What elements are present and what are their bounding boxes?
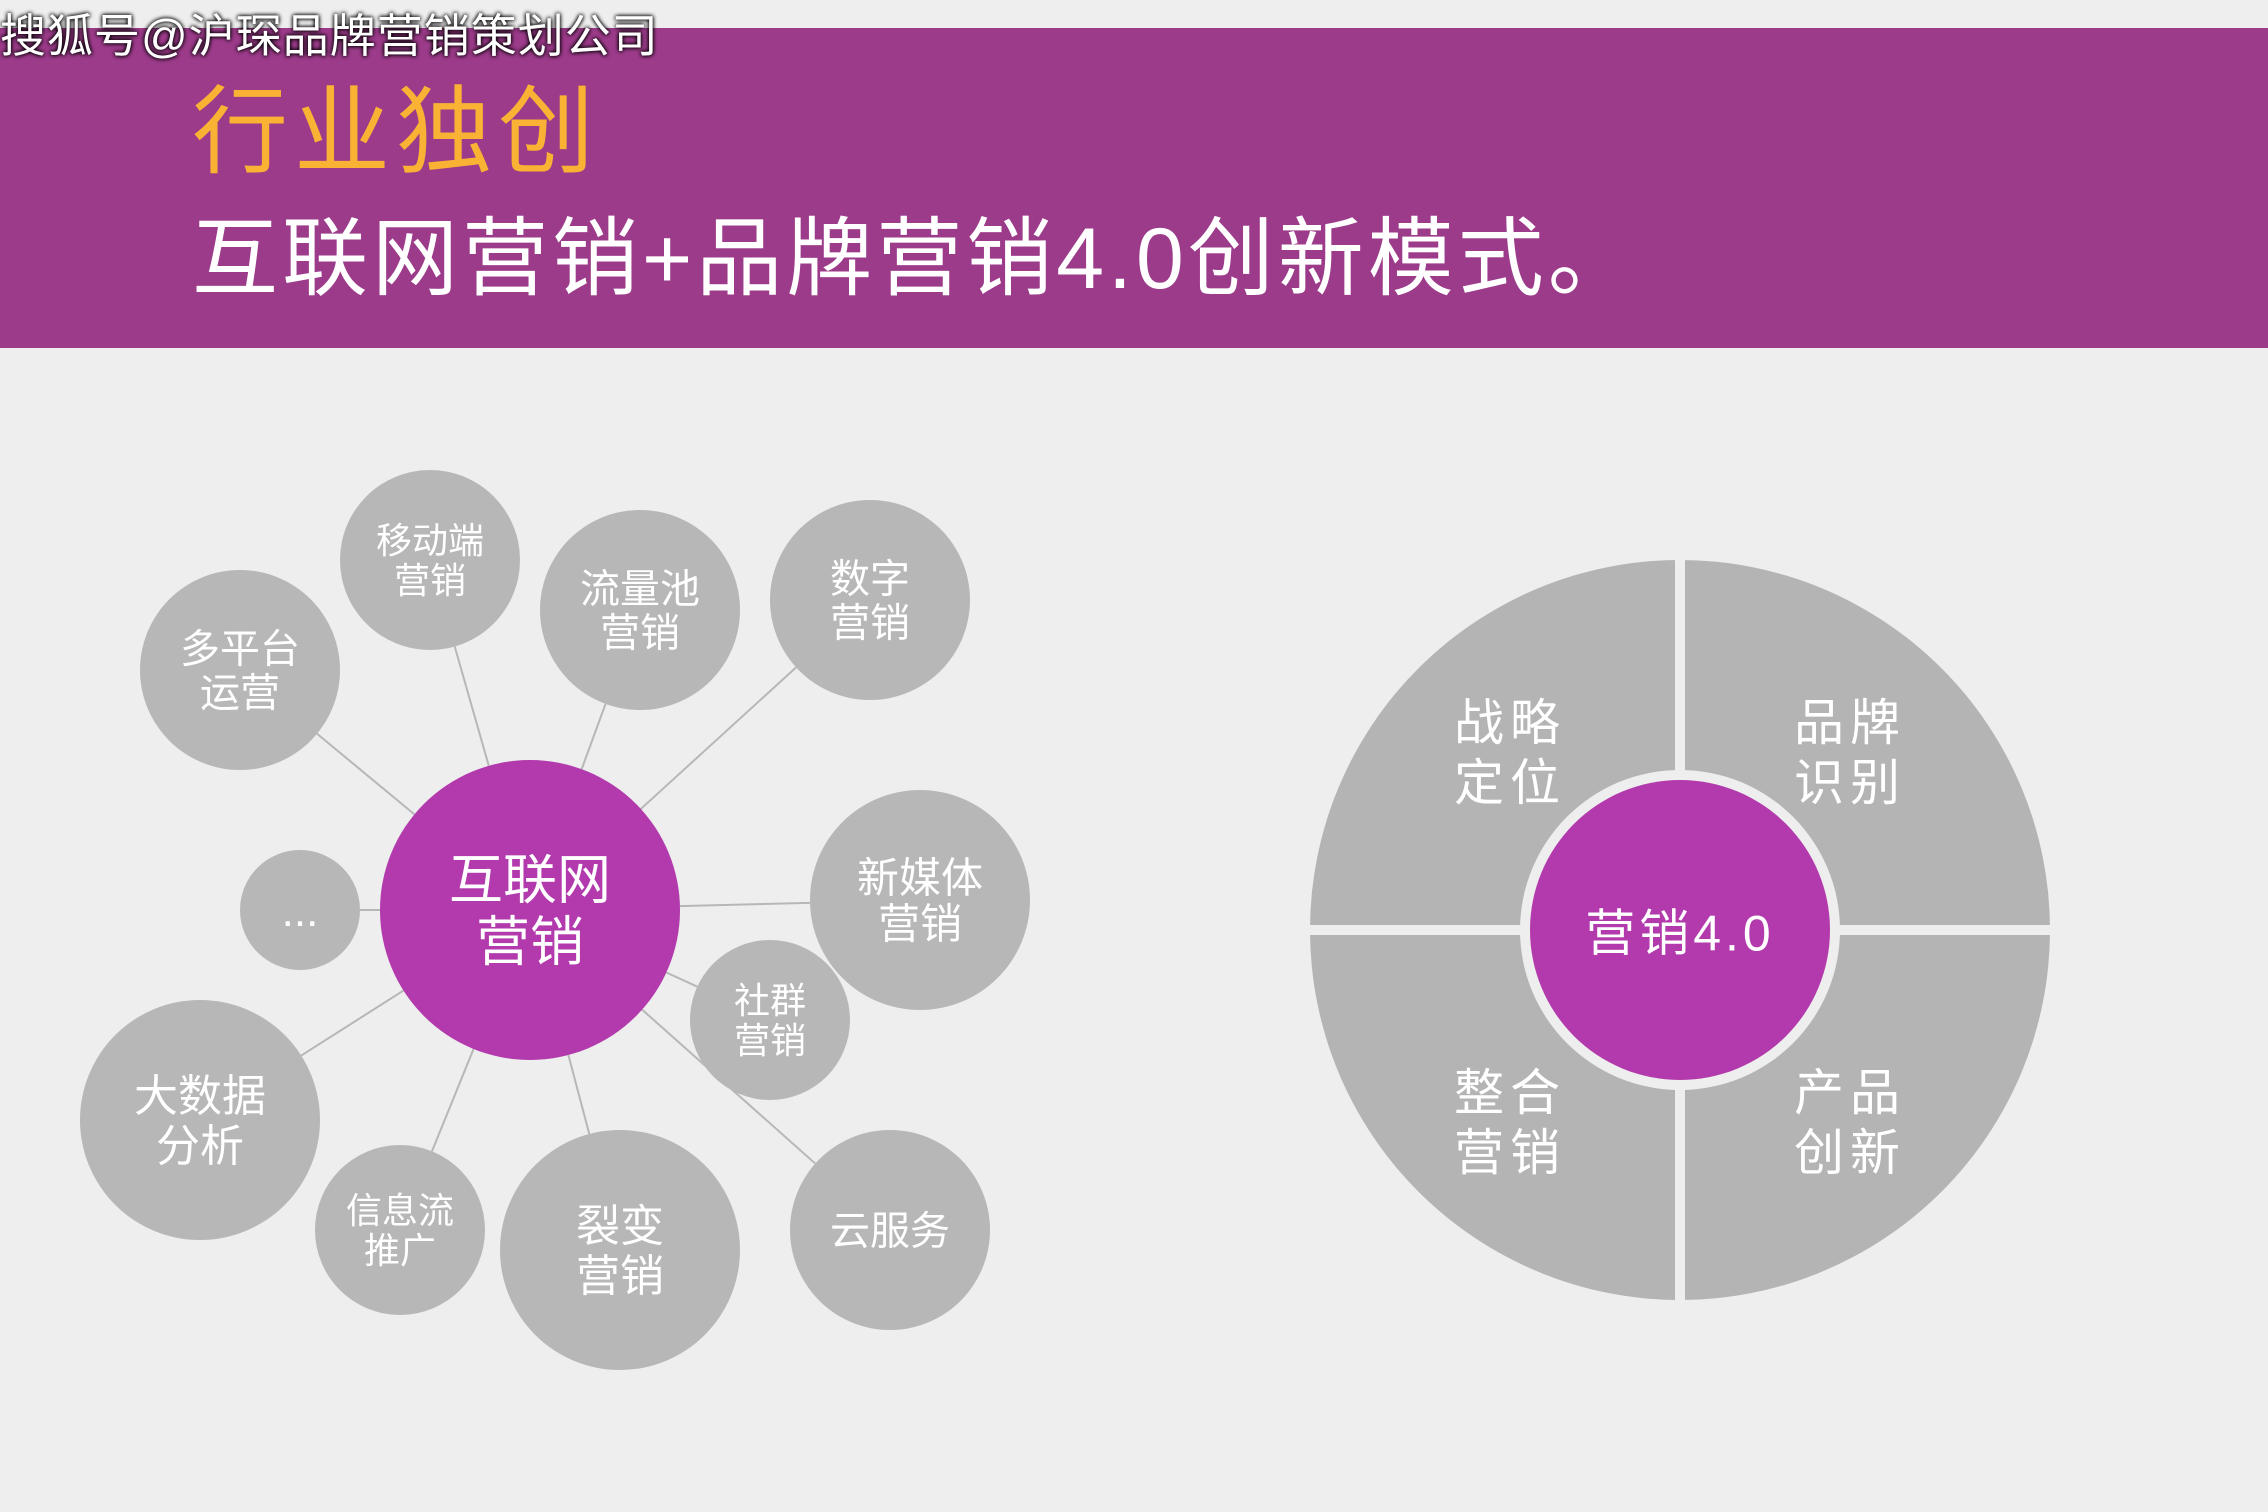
header-title-line2: 互联网营销+品牌营销4.0创新模式。 [192,188,1638,313]
svg-text:移动端: 移动端 [376,520,484,561]
svg-text:定位: 定位 [1454,755,1566,811]
svg-text:社群: 社群 [734,980,806,1021]
bubble-node: 社群营销 [690,940,850,1100]
svg-text:营销: 营销 [576,1252,664,1301]
header-title-line1: 行业独创 [192,54,600,193]
svg-text:战略: 战略 [1454,695,1566,751]
bubble-node: 互联网营销 [380,760,680,1060]
svg-text:品牌: 品牌 [1794,695,1906,751]
svg-text:运营: 运营 [200,672,280,716]
svg-text:数字: 数字 [830,558,910,602]
bubble-node: 多平台运营 [140,570,340,770]
bubble-node: 数字营销 [770,500,970,700]
svg-text:营销4.0: 营销4.0 [1585,906,1775,962]
bubble-node: 流量池营销 [540,510,740,710]
svg-text:...: ... [282,887,319,936]
svg-text:整合: 整合 [1454,1065,1566,1121]
bubble-node: ... [240,850,360,970]
svg-text:大数据: 大数据 [134,1072,266,1121]
svg-text:营销: 营销 [830,602,910,646]
svg-text:创新: 创新 [1794,1125,1906,1181]
wheel-diagram: 营销4.0 战略定位 品牌识别产品创新 整合营销 [1180,430,2180,1430]
svg-text:信息流: 信息流 [346,1190,454,1231]
svg-text:裂变: 裂变 [576,1202,664,1251]
svg-text:营销: 营销 [600,612,680,656]
svg-text:流量池: 流量池 [580,568,700,612]
svg-text:营销: 营销 [1454,1125,1566,1181]
bubble-node: 裂变营销 [500,1130,740,1370]
svg-text:营销: 营销 [476,913,584,973]
svg-text:营销: 营销 [878,900,962,947]
bubble-diagram: 移动端营销流量池营销数字营销多平台运营新媒体营销...社群营销大数据分析信息流推… [0,380,1100,1480]
svg-text:多平台: 多平台 [180,628,300,672]
svg-text:分析: 分析 [156,1122,244,1171]
svg-text:推广: 推广 [364,1230,436,1271]
svg-text:产品: 产品 [1794,1065,1906,1121]
bubble-node: 移动端营销 [340,470,520,650]
svg-text:新媒体: 新媒体 [857,854,983,901]
svg-text:营销: 营销 [394,560,466,601]
svg-text:识别: 识别 [1794,755,1906,811]
svg-text:云服务: 云服务 [830,1210,950,1254]
bubble-node: 新媒体营销 [810,790,1030,1010]
bubble-node: 大数据分析 [80,1000,320,1240]
bubble-node: 云服务 [790,1130,990,1330]
svg-text:营销: 营销 [734,1020,806,1061]
bubble-node: 信息流推广 [315,1145,485,1315]
svg-text:互联网: 互联网 [449,851,611,911]
